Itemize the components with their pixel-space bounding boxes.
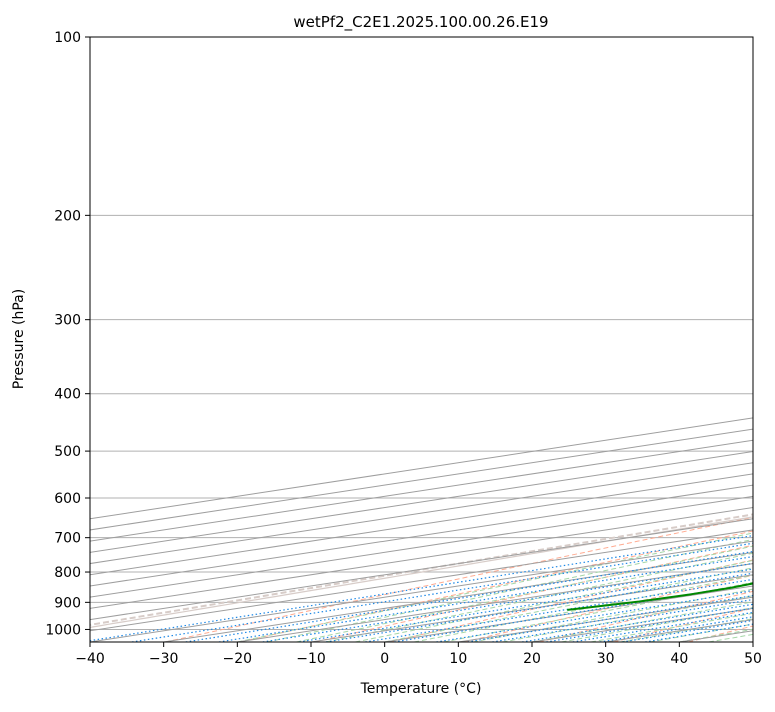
x-axis-label: Temperature (°C) [360, 681, 482, 697]
x-tick-label: −40 [75, 651, 105, 667]
y-tick-label: 1000 [45, 622, 81, 638]
y-axis-label: Pressure (hPa) [11, 289, 27, 389]
dewpoint-point [691, 594, 692, 595]
dewpoint-point [731, 587, 732, 588]
y-tick-label: 900 [54, 595, 81, 611]
y-tick-label: 400 [54, 387, 81, 403]
x-tick-label: 40 [670, 651, 688, 667]
dewpoint-point [567, 609, 568, 610]
y-tick-label: 200 [54, 208, 81, 224]
x-tick-label: 20 [523, 651, 541, 667]
y-tick-label: 500 [54, 444, 81, 460]
dewpoint-point [607, 605, 608, 606]
y-tick-label: 100 [54, 30, 81, 46]
y-tick-label: 300 [54, 313, 81, 329]
y-tick-label: 600 [54, 491, 81, 507]
x-tick-label: −30 [149, 651, 179, 667]
x-tick-label: 0 [380, 651, 389, 667]
x-tick-label: 50 [744, 651, 762, 667]
x-tick-label: −10 [296, 651, 326, 667]
x-tick-label: −20 [223, 651, 253, 667]
y-tick-label: 700 [54, 531, 81, 547]
chart-title: wetPf2_C2E1.2025.100.00.26.E19 [293, 13, 548, 32]
x-tick-label: 30 [597, 651, 615, 667]
x-tick-label: 10 [449, 651, 467, 667]
dewpoint-point [639, 601, 640, 602]
y-tick-label: 800 [54, 565, 81, 581]
